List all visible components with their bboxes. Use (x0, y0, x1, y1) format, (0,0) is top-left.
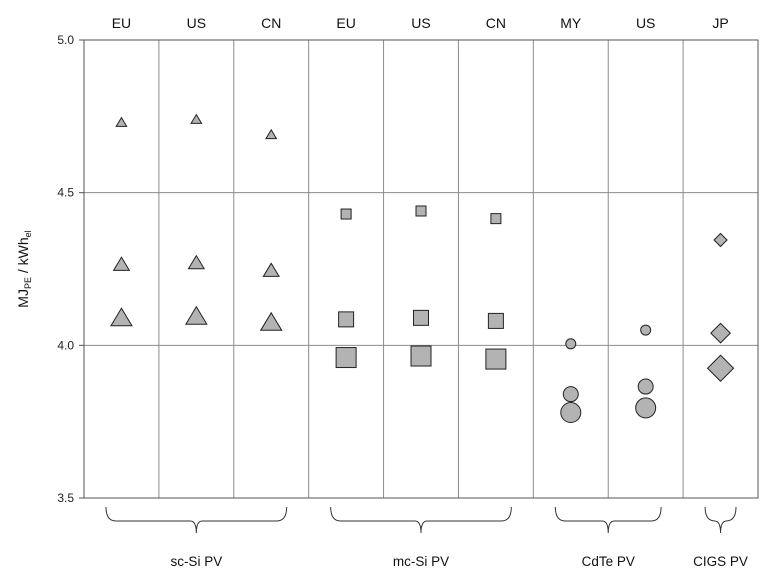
group-labels: sc-Si PV mc-Si PV CdTe PV CIGS PV (170, 554, 747, 569)
triangle-marker (187, 254, 206, 270)
circle-marker (635, 397, 657, 419)
square-marker (335, 347, 357, 369)
circle-marker (565, 338, 577, 350)
y-tick-label: 4.0 (57, 338, 74, 352)
circle-marker (637, 378, 654, 395)
triangle-marker (110, 307, 133, 327)
square-marker (487, 312, 504, 329)
square-marker (490, 213, 502, 225)
site-label-cn: CN (486, 15, 506, 31)
triangle-marker (190, 113, 203, 124)
y-axis-ticks: 3.5 4.0 4.5 5.0 (57, 33, 84, 505)
y-tick-label: 4.5 (57, 186, 74, 200)
y-axis-label-mid: / kWh (15, 237, 31, 277)
group-label-cdte-pv: CdTe PV (582, 554, 635, 569)
square-marker (413, 309, 429, 326)
group-label-cigs-pv: CIGS PV (693, 554, 748, 569)
diamond-marker (713, 232, 728, 248)
y-tick-label: 5.0 (57, 33, 74, 47)
site-label-us: US (187, 15, 206, 31)
circle-marker (560, 402, 582, 424)
triangle-marker (115, 116, 128, 127)
triangle-marker (112, 256, 131, 271)
triangle-marker (259, 311, 283, 331)
y-axis-label-sub1: PE (23, 277, 33, 289)
brace-cigs-pv (704, 506, 737, 534)
site-labels: EU US CN EU US CN MY US JP (112, 15, 729, 31)
group-braces (105, 506, 737, 534)
site-label-eu: EU (112, 15, 131, 31)
site-label-jp: JP (712, 15, 728, 31)
y-axis-label: MJPE / kWhel (15, 230, 33, 307)
site-label-eu: EU (336, 15, 355, 31)
brace-mc-si-pv (330, 506, 512, 534)
site-label-us: US (411, 15, 430, 31)
plot-frame (83, 39, 759, 499)
square-marker (415, 205, 427, 217)
site-label-cn: CN (261, 15, 281, 31)
square-marker (338, 311, 355, 328)
group-label-mc-si-pv: mc-Si PV (393, 554, 449, 569)
site-label-my: MY (560, 15, 582, 31)
diamond-marker (706, 354, 735, 382)
y-axis-label-sub2: el (23, 230, 33, 237)
circle-marker (640, 324, 652, 336)
triangle-marker (184, 305, 208, 325)
brace-sc-si-pv (105, 506, 288, 534)
square-marker (410, 345, 432, 367)
square-marker (340, 208, 352, 220)
brace-cdte-pv (554, 506, 662, 534)
grid (84, 39, 758, 499)
triangle-marker (265, 128, 278, 140)
square-marker (485, 348, 507, 370)
triangle-marker (262, 262, 280, 277)
markers (110, 113, 735, 424)
group-label-sc-si-pv: sc-Si PV (170, 554, 222, 569)
y-tick-label: 3.5 (57, 491, 74, 505)
site-label-us: US (636, 15, 655, 31)
circle-marker (562, 386, 579, 403)
diamond-marker (710, 322, 732, 344)
